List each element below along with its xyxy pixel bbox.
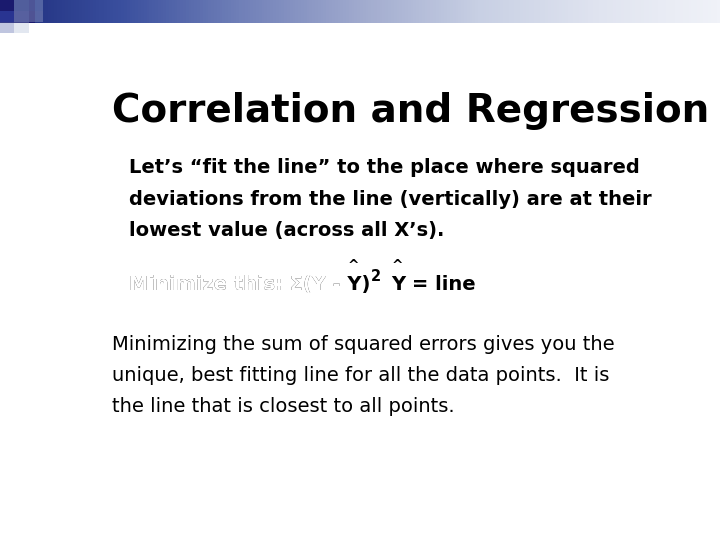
Text: ^: ^	[392, 259, 402, 273]
Text: ^: ^	[348, 259, 359, 273]
Bar	[0, 22, 14, 33]
Text: Y = line: Y = line	[392, 275, 476, 294]
Bar	[0, 0, 14, 11]
Text: lowest value (across all X’s).: lowest value (across all X’s).	[129, 221, 444, 240]
Text: unique, best fitting line for all the data points.  It is: unique, best fitting line for all the da…	[112, 366, 610, 385]
Text: Correlation and Regression: Correlation and Regression	[112, 92, 710, 130]
Text: deviations from the line (vertically) are at their: deviations from the line (vertically) ar…	[129, 190, 652, 208]
Bar	[0, 11, 14, 22]
Text: Minimize this: Σ(Y -: Minimize this: Σ(Y -	[129, 275, 348, 294]
Text: Let’s “fit the line” to the place where squared: Let’s “fit the line” to the place where …	[129, 158, 640, 177]
Text: the line that is closest to all points.: the line that is closest to all points.	[112, 397, 455, 416]
Text: Minimizing the sum of squared errors gives you the: Minimizing the sum of squared errors giv…	[112, 335, 615, 354]
Text: Minimize this: Σ(Y - Y): Minimize this: Σ(Y - Y)	[129, 275, 370, 294]
Bar	[14, 22, 29, 33]
Bar	[29, 0, 43, 11]
Bar	[29, 11, 43, 22]
Bar	[14, 0, 29, 11]
Bar	[0, 0, 35, 23]
Text: 2: 2	[370, 268, 381, 284]
Bar	[14, 11, 29, 22]
